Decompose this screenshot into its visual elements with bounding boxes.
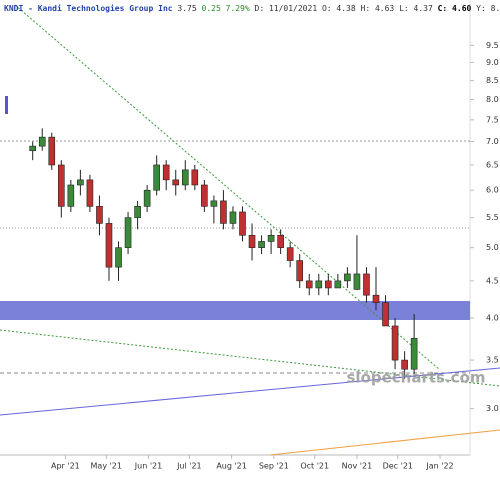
candle-body [353,273,361,290]
x-tick-label: Apr '21 [51,462,80,471]
header: KNDI - Kandi Technologies Group Inc 3.75… [4,3,500,13]
candle-body [115,247,122,268]
candle-body [410,338,418,370]
candle-body [67,184,75,207]
x-tick-label: Aug '21 [216,462,247,471]
candle-body [391,325,399,361]
x-tick-label: Jul '21 [176,462,202,471]
x-tick-label: Oct '21 [300,462,329,471]
candle-body [267,235,275,242]
symbol-title: KNDI - Kandi Technologies Group Inc [4,3,173,13]
y-tick-label: 3.5 [486,356,499,365]
candle-body [38,136,46,147]
candle-body [401,359,408,370]
open: O: 4.38 [322,4,356,13]
x-tick-label: Jun '21 [134,462,162,471]
y-tick-label: 7.0 [486,137,499,146]
close: C: 4.60 [438,4,472,13]
candles [29,128,418,379]
candle-body [277,235,284,248]
candle-body [48,136,56,166]
x-tick-label: Nov '21 [342,462,373,471]
y-tick-label: 8.5 [486,76,499,85]
trend-line [14,4,441,371]
x-tick-label: May '21 [91,462,122,471]
y-tick-label: 4.5 [486,276,499,285]
support-zone [0,301,470,320]
candle-body [239,211,246,236]
candle-body [220,200,227,224]
x-tick-label: Dec '21 [383,462,413,471]
candle-body [363,273,370,296]
candle-body [344,273,351,282]
candle-body [325,280,332,289]
y-tick-label: 5.0 [486,243,499,252]
candle-body [105,223,113,268]
candle-body [58,164,65,207]
candle-body [77,179,84,186]
candle-body [134,206,141,218]
x-tick-label: Sep '21 [259,462,289,471]
low: L: 4.37 [399,4,433,13]
y-tick-label: 7.5 [486,115,499,124]
watermark: slopecharts.com [347,369,486,387]
candle-body [181,169,189,186]
trend-line [0,367,500,416]
candle-body [315,280,323,289]
y-tick-label: 9.5 [486,41,499,50]
candle-body [248,235,256,248]
candle-body [286,247,294,261]
candle-body [305,280,313,289]
candle-body [172,179,180,186]
change-pct: 7.29% [226,4,250,13]
candle-body [96,206,103,224]
candle-body [201,184,208,207]
candle-body [86,179,94,207]
x-tick-label: Jan '22 [425,462,453,471]
y-tick-label: 9.0 [486,58,499,67]
y-tick-label: 3.0 [486,404,499,413]
candle-body [229,211,237,224]
candle-body [372,294,380,303]
candle-body [296,260,304,282]
date: D: 11/01/2021 [255,4,318,13]
candle-body [258,241,265,248]
candle-body [124,217,132,248]
high: H: 4.63 [361,4,395,13]
marker [5,96,8,114]
candle-body [210,200,218,207]
candle-body [29,145,36,152]
candle-body [191,169,199,186]
y-tick-label: 8.0 [486,95,499,104]
y-tick-label: 5.5 [486,213,499,222]
year: Y: 8.61 [476,4,500,13]
candle-body [162,164,170,181]
change: 0.25 [202,4,221,13]
y-tick-label: 4.0 [486,314,499,323]
candle-body [334,280,342,289]
last-price: 3.75 [177,4,196,13]
y-tick-label: 6.5 [486,160,499,169]
candle-body [143,189,151,207]
candle-body [153,164,160,191]
y-tick-label: 6.0 [486,186,499,195]
trend-line [269,429,500,456]
candle-body [382,302,389,327]
